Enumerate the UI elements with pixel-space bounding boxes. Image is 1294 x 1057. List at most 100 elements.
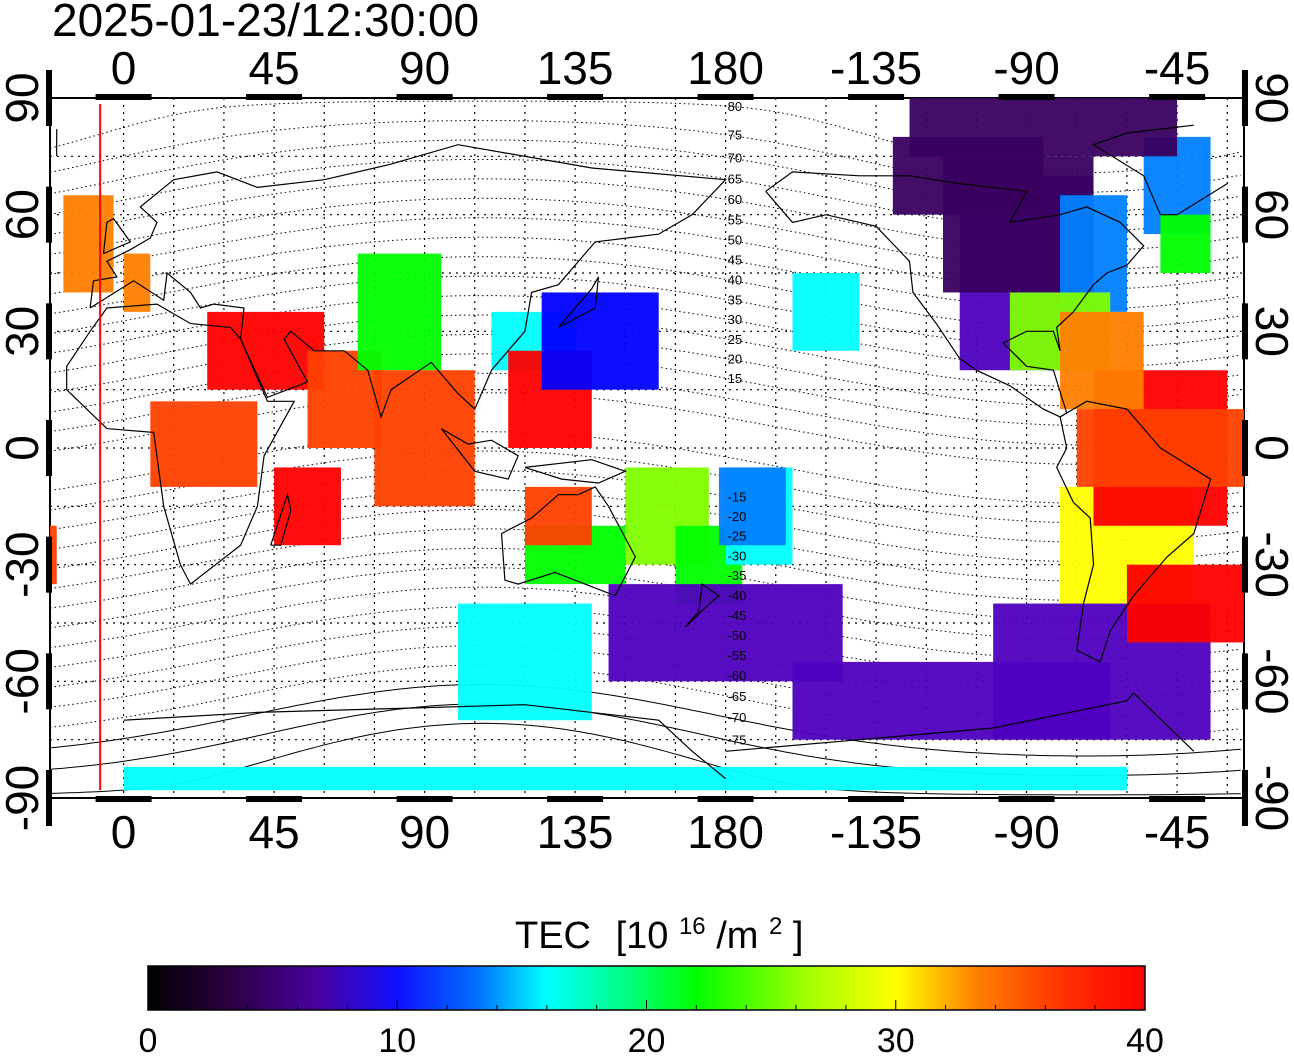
right-lat-label: -60 [1246, 648, 1294, 714]
bottom-longitude-labels: 0 45 90 135 180 -135 -90 -45 [111, 806, 1211, 858]
tec-patch [374, 370, 475, 507]
magnetic-contour [50, 683, 1241, 757]
bottom-lon-label: 0 [111, 806, 137, 858]
magnetic-latitude-label: 50 [728, 233, 742, 248]
left-tick-bar [46, 420, 52, 476]
magnetic-latitude-label: -50 [728, 628, 747, 643]
colorbar-title: TEC [10 16 /m 2 ] [515, 901, 803, 957]
tec-patch [718, 467, 786, 546]
right-tick-bar [1242, 536, 1248, 593]
magnetic-latitude-label: 35 [728, 292, 742, 307]
magnetic-latitude-label: 40 [728, 272, 742, 287]
magnetic-latitude-label: -75 [728, 733, 747, 748]
magnetic-latitude-label: -40 [728, 588, 747, 603]
top-tick-bar [697, 94, 754, 100]
left-lat-label: -60 [0, 648, 48, 714]
bottom-lon-label: 45 [248, 806, 299, 858]
coastline [123, 692, 1195, 780]
magnetic-latitude-label: -55 [728, 648, 747, 663]
bottom-tick-bar [848, 796, 905, 802]
left-lat-label: -90 [0, 765, 48, 831]
right-lat-label: -30 [1246, 531, 1294, 597]
magnetic-latitude-label: 65 [728, 172, 742, 187]
coastline [56, 124, 1228, 216]
magnetic-latitude-label: -60 [728, 668, 747, 683]
bottom-tick-bar [998, 796, 1055, 802]
magnetic-latitude-label: 15 [728, 371, 742, 386]
coastline [440, 428, 519, 480]
magnetic-latitude-label: 30 [728, 312, 742, 327]
colorbar-title-exp2: 2 [769, 913, 782, 940]
magnetic-latitude-labels: 80 75 70 65 60 55 50 45 40 35 30 25 20 15 -15 -20 -25 -30… [728, 99, 747, 748]
tec-patch [50, 525, 57, 585]
magnetic-contour [50, 120, 1241, 193]
bottom-tick-bar [95, 796, 152, 802]
left-lat-label: 60 [0, 189, 48, 240]
coastline [765, 171, 1145, 418]
tec-patch [792, 273, 860, 351]
colorbar-title-unit-mid: /m [716, 915, 758, 957]
left-tick-bar [46, 70, 52, 126]
tec-patch [150, 401, 258, 487]
magnetic-latitude-label: -20 [728, 509, 747, 524]
magnetic-latitude-label: 45 [728, 253, 742, 268]
bottom-tick-bar [1149, 796, 1206, 802]
right-tick-bar [1242, 186, 1248, 243]
top-tick-bar [547, 94, 604, 100]
coastline [66, 303, 296, 586]
colorbar-ticks [147, 1000, 1146, 1010]
colorbar-label: 0 [139, 1022, 158, 1057]
top-lon-label: 135 [537, 42, 614, 94]
coastline [1056, 400, 1212, 663]
coastlines [56, 124, 1228, 780]
coastline [524, 459, 627, 484]
left-tick-bar [46, 770, 52, 826]
coastline [89, 144, 727, 419]
left-lat-label: 0 [0, 435, 48, 461]
coastline [500, 486, 636, 597]
colorbar-title-unit-open: [10 [616, 915, 669, 957]
left-lat-label: -30 [0, 531, 48, 597]
bottom-lon-label: -45 [1144, 806, 1210, 858]
left-latitude-labels: 90 60 30 0 -30 -60 -90 [0, 72, 48, 831]
right-lat-label: 30 [1246, 306, 1294, 357]
top-lon-label: -45 [1144, 42, 1210, 94]
bottom-lon-label: -135 [830, 806, 922, 858]
top-tick-bar [95, 94, 152, 100]
colorbar-label: 20 [628, 1022, 666, 1057]
coastline [685, 583, 720, 628]
timestamp-title: 2025-01-23/12:30:00 [52, 0, 479, 46]
colorbar-title-main: TEC [515, 915, 591, 957]
magnetic-latitude-label: 60 [728, 192, 742, 207]
magnetic-latitude-label: -25 [728, 529, 747, 544]
right-tick-bar [1242, 420, 1248, 476]
left-lat-label: 30 [0, 306, 48, 357]
bottom-tick-bar [547, 796, 604, 802]
right-tick-bar [1242, 70, 1248, 126]
magnetic-latitude-label: 70 [728, 150, 742, 165]
magnetic-latitude-label: 75 [728, 128, 742, 143]
magnetic-latitude-label: 80 [728, 99, 742, 114]
top-lon-label: 45 [248, 42, 299, 94]
right-tick-bar [1242, 770, 1248, 826]
top-lon-label: 180 [687, 42, 764, 94]
colorbar-title-exp: 16 [679, 913, 706, 940]
coastline [557, 276, 600, 328]
top-lon-label: -90 [993, 42, 1059, 94]
magnetic-latitude-label: 55 [728, 213, 742, 228]
magnetic-latitude-label: -65 [728, 689, 747, 704]
right-lat-label: 60 [1246, 189, 1294, 240]
tec-patch [1160, 214, 1211, 273]
bottom-lon-label: -90 [993, 806, 1059, 858]
right-lat-label: -90 [1246, 765, 1294, 831]
top-tick-bar [998, 94, 1055, 100]
tec-patch [357, 253, 442, 371]
top-longitude-labels: 0 45 90 135 180 -135 -90 -45 [111, 42, 1211, 94]
bottom-tick-bar [396, 796, 453, 802]
colorbar-labels: 0 10 20 30 40 [139, 1022, 1164, 1057]
tec-patch [274, 467, 341, 546]
top-lon-label: 90 [399, 42, 450, 94]
tec-patch [541, 292, 659, 390]
coastline [102, 217, 132, 255]
